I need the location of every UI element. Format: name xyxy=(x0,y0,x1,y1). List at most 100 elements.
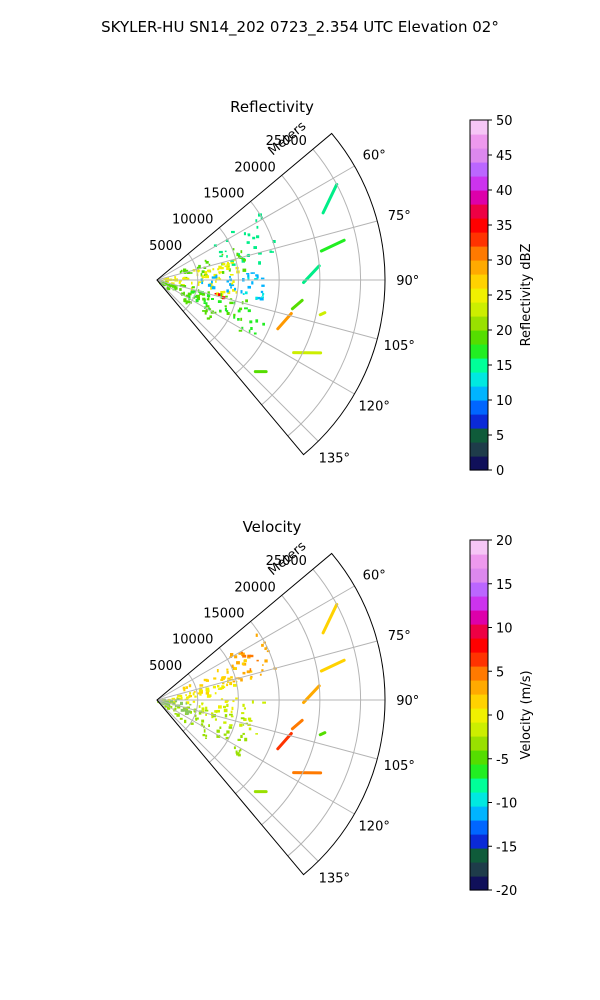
echo-gate xyxy=(255,633,258,637)
echo-gate xyxy=(244,291,248,295)
range-tick-label: 25000 xyxy=(266,554,307,569)
colorbar-segment xyxy=(470,190,488,205)
colorbar-tick-label: 0 xyxy=(496,464,504,479)
colorbar-segment xyxy=(470,218,488,233)
echo-gate xyxy=(229,681,233,686)
range-tick-label: 10000 xyxy=(172,213,213,228)
echo-gate xyxy=(205,305,210,308)
echo-gate xyxy=(180,269,183,273)
echo-gate xyxy=(224,250,227,253)
echo-gate xyxy=(190,290,195,294)
panel-velocity: Velocity 5000 10000 15000 20000 25000 60° 75° 9… xyxy=(149,518,534,899)
echo-gate xyxy=(224,307,227,312)
colorbar-segment xyxy=(470,694,488,709)
echo-gate xyxy=(206,294,211,298)
range-tick-label: 20000 xyxy=(234,160,275,175)
echo-gate xyxy=(196,297,200,301)
echo-gate xyxy=(260,290,264,294)
echo-gate xyxy=(186,710,191,713)
echo-gate xyxy=(227,677,231,680)
echo-gate xyxy=(208,263,211,267)
echo-gate xyxy=(182,285,187,288)
azimuth-gridline xyxy=(156,699,378,760)
echo-gate xyxy=(243,659,247,663)
echo-gate xyxy=(180,708,184,712)
echo-gate xyxy=(195,718,198,721)
colorbar-segment xyxy=(470,820,488,835)
echo-gate xyxy=(226,266,230,270)
range-ring xyxy=(235,621,280,794)
echo-gate xyxy=(206,317,211,320)
echo-gate xyxy=(175,287,178,290)
echo-gate xyxy=(219,726,222,729)
colorbar-tick-label: -10 xyxy=(496,797,517,812)
echo-gate xyxy=(190,722,194,725)
azimuth-tick-label: 105° xyxy=(384,759,415,774)
echo-gate xyxy=(179,270,182,274)
echo-gate xyxy=(237,253,240,256)
echo-gate xyxy=(204,271,208,275)
echo-gate xyxy=(176,698,180,701)
echo-gate xyxy=(218,276,220,280)
panel-title: Reflectivity xyxy=(230,98,314,116)
echo-gate xyxy=(174,713,177,715)
echo-gate xyxy=(213,677,217,680)
echo-gate xyxy=(233,667,237,670)
echo-gate xyxy=(184,698,189,701)
azimuth-tick-label: 135° xyxy=(319,871,350,886)
figure-title: SKYLER-HU SN14_202 0723_2.354 UTC Elevat… xyxy=(101,18,499,37)
echo-gate xyxy=(241,326,244,330)
colorbar-tick-label: 45 xyxy=(496,149,513,164)
echo-gate xyxy=(213,244,217,247)
echo-gate xyxy=(217,293,221,296)
echo-gate xyxy=(219,278,222,280)
colorbar-segment xyxy=(470,610,488,625)
echo-gate xyxy=(229,713,233,716)
echo-gate xyxy=(241,662,245,665)
echo-gate xyxy=(201,707,205,711)
echo-gate xyxy=(184,710,187,712)
echo-gate xyxy=(166,283,171,286)
echo-gate xyxy=(199,690,203,694)
echo-gate xyxy=(220,293,223,297)
colorbar-segment xyxy=(470,568,488,583)
echo-gate xyxy=(221,685,225,688)
echo-gate xyxy=(254,278,258,281)
sector-outline xyxy=(156,132,386,456)
echo-gate xyxy=(235,697,238,700)
echo-gate xyxy=(271,251,274,253)
echo-gate xyxy=(241,652,245,657)
echo-gate xyxy=(256,225,259,229)
echo-gate xyxy=(231,263,236,266)
echo-gate xyxy=(183,298,187,302)
echo-gate xyxy=(193,295,197,298)
echo-gate xyxy=(222,682,225,685)
echo-gate xyxy=(192,700,196,703)
echo-gate xyxy=(180,701,183,706)
colorbar-segment xyxy=(470,792,488,807)
echo-gate xyxy=(230,715,234,718)
echo-gate xyxy=(205,713,207,716)
echo-gate xyxy=(240,290,243,294)
echo-gate xyxy=(188,695,192,698)
colorbar-tick-label: 35 xyxy=(496,219,513,234)
echo-gate xyxy=(233,259,237,261)
colorbar-segment xyxy=(470,806,488,821)
line-echo xyxy=(276,731,293,751)
echo-gate xyxy=(253,246,257,249)
echo-gate xyxy=(261,643,264,647)
echo-gate xyxy=(248,720,253,722)
echo-gate xyxy=(179,717,183,720)
echo-gate xyxy=(213,273,218,277)
echo-gate xyxy=(185,694,187,696)
echo-gate xyxy=(225,239,229,242)
echo-cluster xyxy=(241,651,259,672)
echo-gate xyxy=(187,292,192,296)
colorbar-segment xyxy=(470,722,488,737)
echo-gate xyxy=(185,686,188,689)
echo-gate xyxy=(223,708,228,713)
echo-gate xyxy=(223,733,227,736)
range-tick-label: 25000 xyxy=(266,134,307,149)
echo-gate xyxy=(223,721,227,724)
echo-gate xyxy=(199,292,203,296)
